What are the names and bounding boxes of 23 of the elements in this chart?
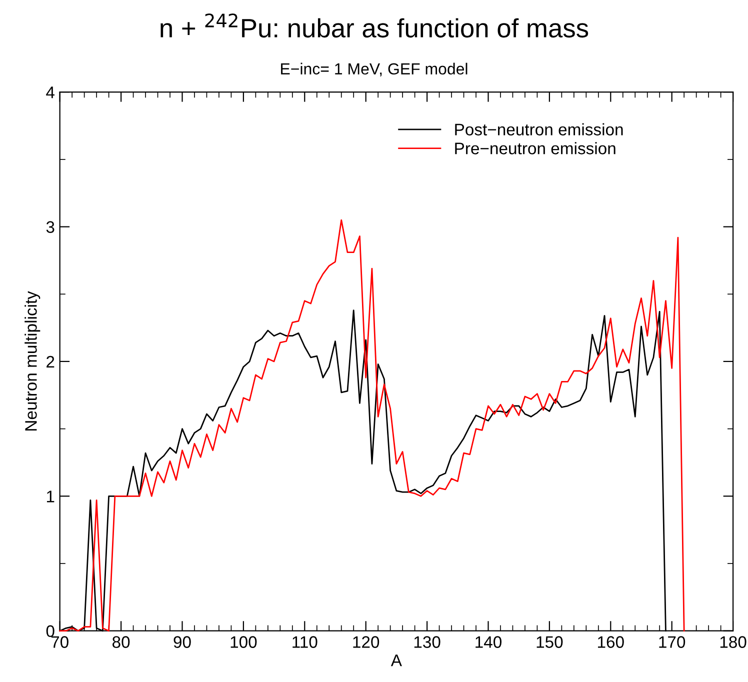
- legend-label: Post−neutron emission: [455, 123, 623, 136]
- y-tick-label: 1: [46, 490, 54, 502]
- y-tick-label: 3: [46, 221, 54, 233]
- y-tick-label: 0: [46, 625, 54, 638]
- x-axis-title: A: [390, 654, 402, 666]
- legend-label: Pre−neutron emission: [455, 142, 616, 154]
- x-tick-label: 70: [51, 636, 68, 648]
- x-tick-label: 140: [476, 636, 502, 648]
- y-axis-title: Neutron multiplicity: [24, 291, 40, 430]
- x-tick-label: 160: [598, 636, 624, 648]
- x-tick-label: 170: [659, 636, 686, 648]
- x-tick-label: 120: [353, 636, 380, 648]
- x-tick-label: 80: [112, 636, 130, 648]
- y-tick-label: 2: [46, 356, 54, 368]
- chart-subtitle: E−inc= 1 MeV, GEF model: [281, 62, 468, 76]
- chart-title: n + $^{242}$Pu: nubar as function of mass: [160, 14, 588, 38]
- x-tick-label: 100: [230, 636, 257, 648]
- y-tick-label: 4: [46, 86, 54, 98]
- x-tick-label: 180: [720, 636, 746, 648]
- x-tick-label: 90: [174, 636, 191, 648]
- x-tick-label: 130: [414, 636, 440, 648]
- x-tick-label: 110: [292, 636, 318, 648]
- x-tick-label: 150: [536, 636, 563, 648]
